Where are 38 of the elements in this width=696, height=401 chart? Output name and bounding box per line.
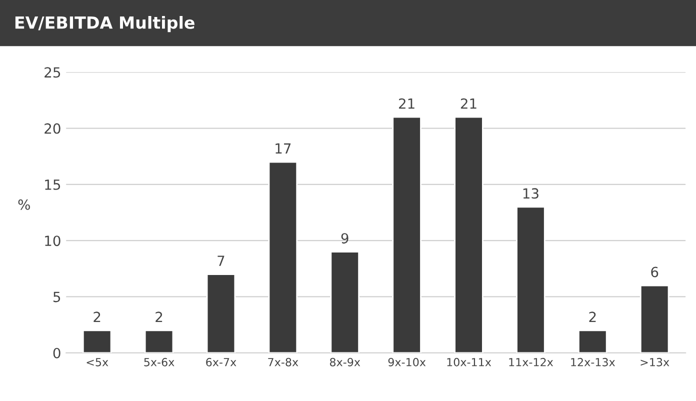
bar xyxy=(268,161,298,353)
x-tick-label: 5x-6x xyxy=(144,358,174,366)
data-label: 2 xyxy=(156,312,162,322)
bar xyxy=(82,330,112,353)
y-tick-label: 20 xyxy=(44,123,60,134)
data-label: 21 xyxy=(460,98,476,109)
data-label: 2 xyxy=(589,312,596,322)
y-tick-label: 25 xyxy=(44,67,60,78)
bar xyxy=(516,206,546,353)
data-label: 2 xyxy=(94,312,100,322)
data-label: 6 xyxy=(651,266,658,278)
y-tick-label: 0 xyxy=(53,348,60,358)
x-tick-label: 9x-10x xyxy=(388,358,426,366)
bar xyxy=(454,116,484,353)
data-label: 17 xyxy=(276,143,291,154)
bar xyxy=(330,251,360,353)
x-tick-label: 10x-11x xyxy=(447,358,492,366)
x-tick-label: 6x-7x xyxy=(206,358,236,366)
y-tick-label: 5 xyxy=(53,292,60,302)
bar xyxy=(578,330,608,353)
bar xyxy=(144,330,174,353)
data-label: 7 xyxy=(218,256,224,266)
x-tick-label: >13x xyxy=(640,358,670,366)
bar xyxy=(640,284,670,353)
chart-title: EV/EBITDA Multiple xyxy=(15,16,194,32)
y-tick-label: 15 xyxy=(45,180,60,190)
x-tick-label: <5x xyxy=(86,358,108,366)
x-tick-label: 8x-9x xyxy=(330,358,360,366)
x-tick-label: 12x-13x xyxy=(571,358,615,366)
x-tick-label: 11x-12x xyxy=(509,358,554,366)
data-label: 9 xyxy=(341,233,348,244)
y-axis-title: % xyxy=(18,199,30,210)
x-tick-label: 7x-8x xyxy=(268,358,298,366)
data-label: 21 xyxy=(398,98,414,109)
bar xyxy=(392,116,422,353)
bar xyxy=(206,274,236,353)
y-tick-label: 10 xyxy=(45,236,60,246)
data-label: 13 xyxy=(523,188,538,199)
